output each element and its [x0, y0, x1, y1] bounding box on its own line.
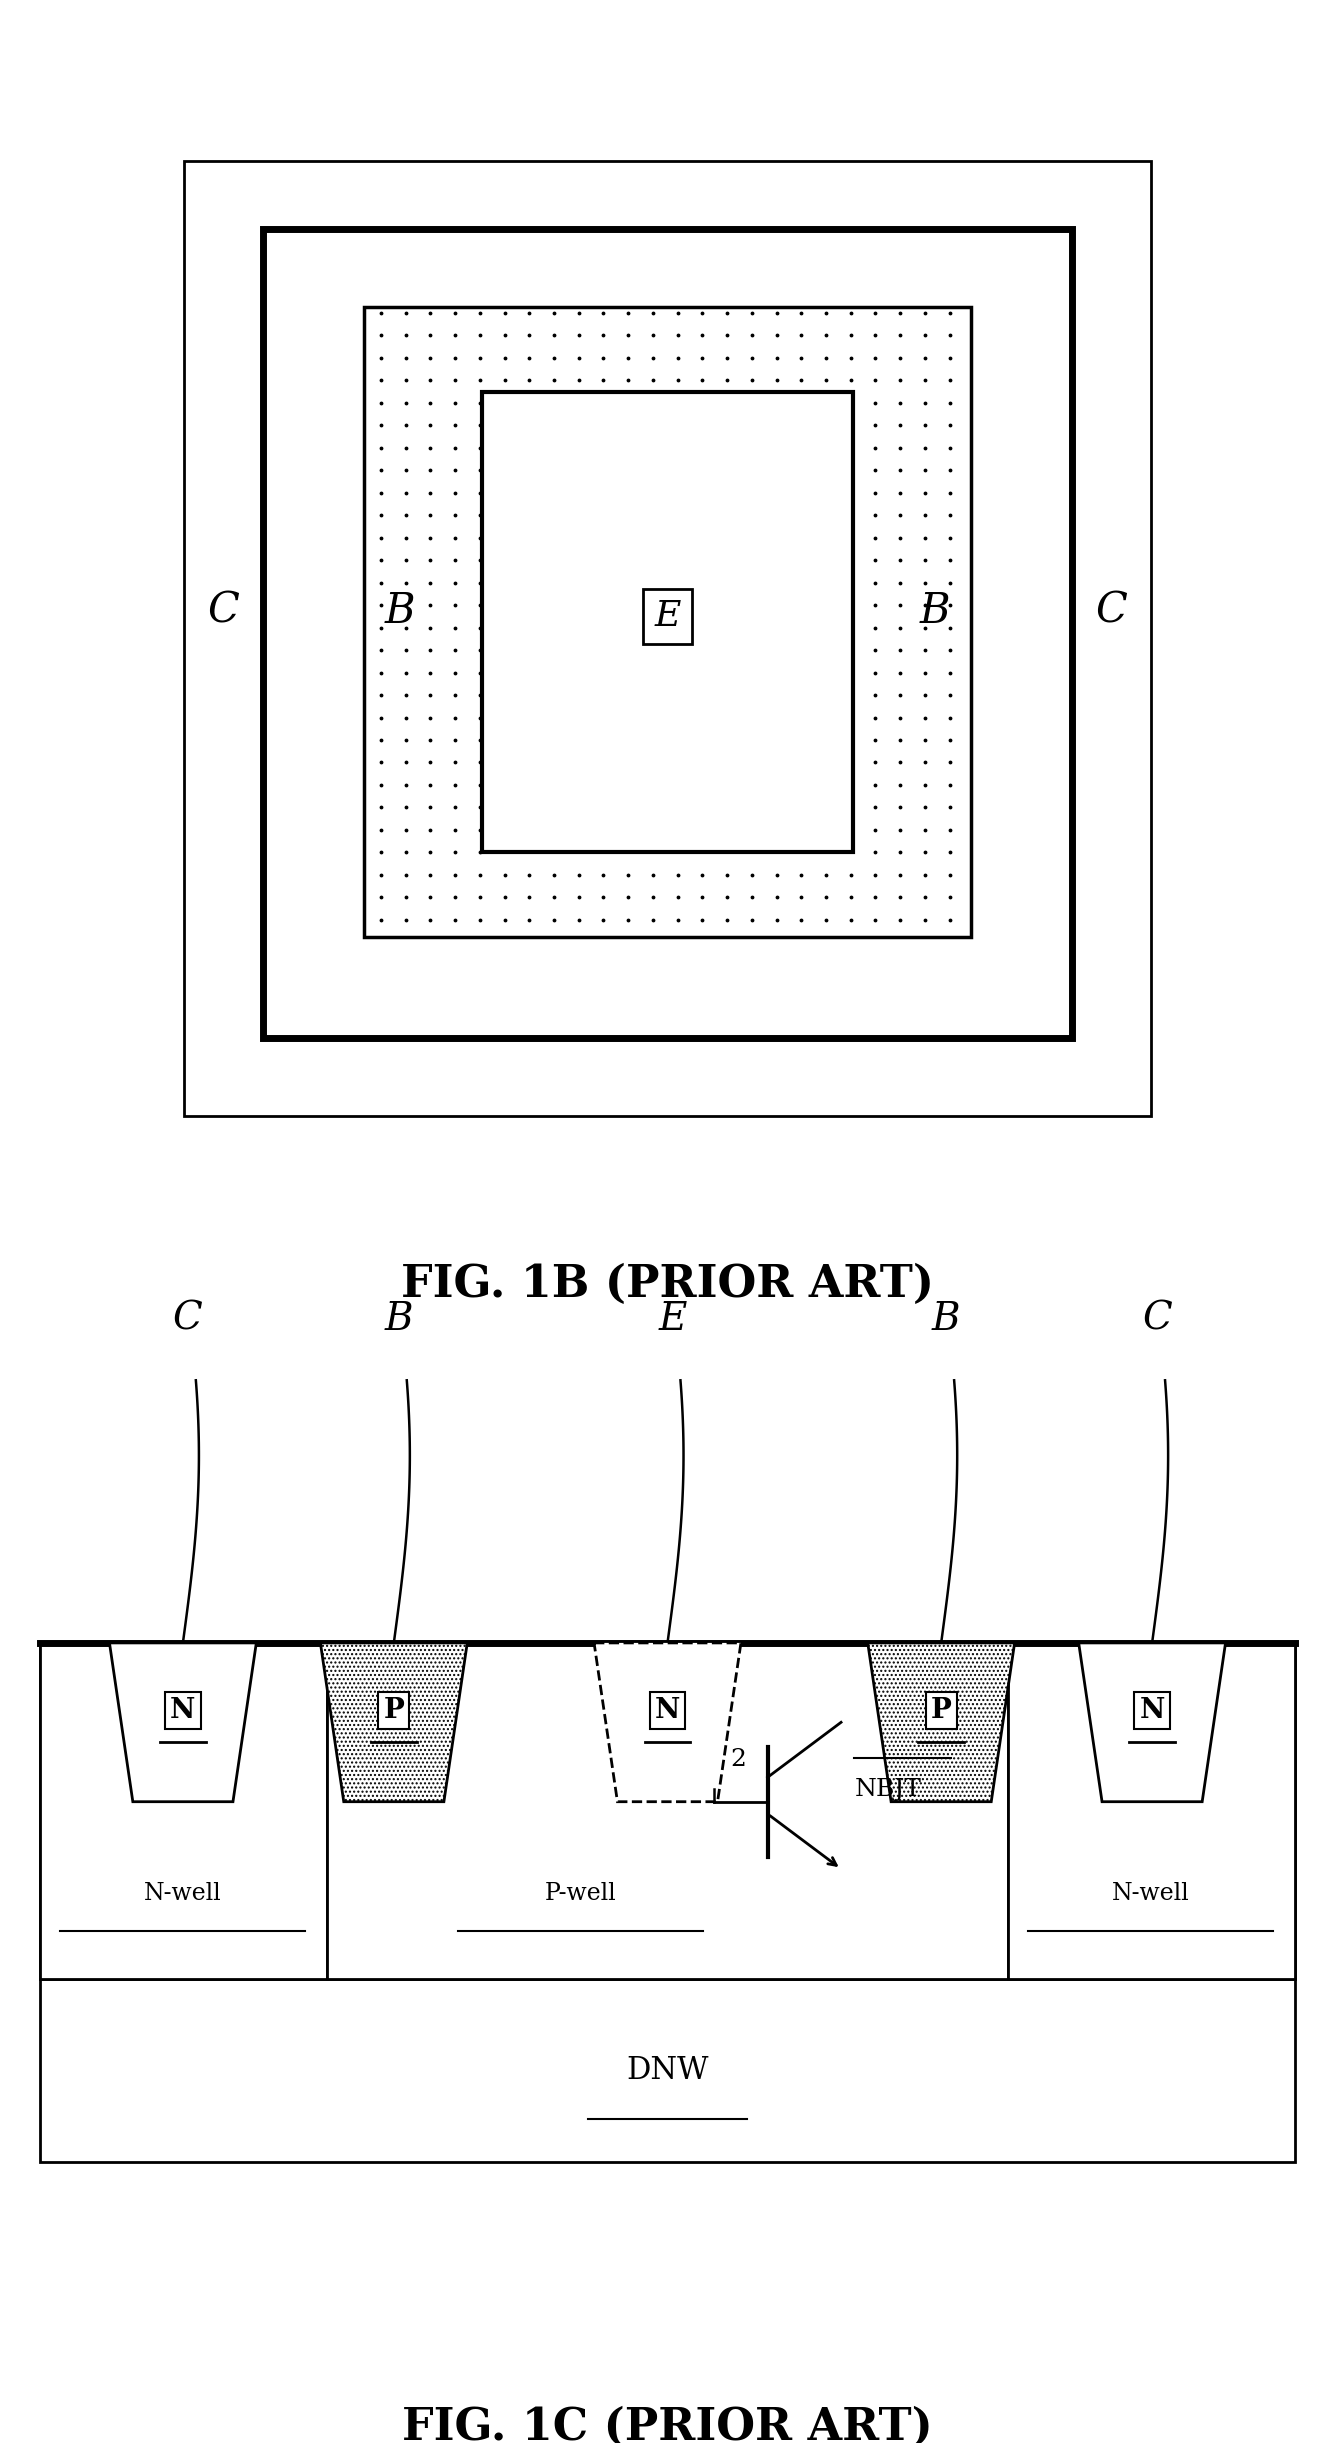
Bar — [40, 1979, 1295, 2162]
Text: P-well: P-well — [545, 1881, 617, 1906]
Text: P: P — [930, 1695, 952, 1725]
Polygon shape — [594, 1642, 741, 1803]
Text: C: C — [208, 589, 239, 633]
Text: N-well: N-well — [1112, 1881, 1189, 1906]
Text: N: N — [170, 1695, 196, 1725]
Bar — [184, 161, 1151, 1116]
Bar — [40, 1642, 1295, 1979]
Polygon shape — [109, 1642, 256, 1803]
Text: E: E — [654, 599, 681, 633]
Bar — [364, 308, 971, 936]
Text: B: B — [920, 589, 951, 633]
Bar — [327, 1642, 1008, 1979]
Polygon shape — [1079, 1642, 1226, 1803]
Text: FIG. 1B (PRIOR ART): FIG. 1B (PRIOR ART) — [400, 1263, 934, 1305]
Bar — [40, 1642, 327, 1979]
Text: B: B — [384, 589, 415, 633]
Text: DNW: DNW — [626, 2055, 709, 2086]
Polygon shape — [320, 1642, 467, 1803]
Text: N: N — [1139, 1695, 1165, 1725]
Text: C: C — [1141, 1300, 1172, 1336]
Text: B: B — [384, 1300, 413, 1336]
Bar — [482, 391, 853, 853]
Text: C: C — [172, 1300, 203, 1336]
Text: C: C — [1096, 589, 1127, 633]
Text: 2: 2 — [730, 1749, 746, 1771]
Polygon shape — [868, 1642, 1015, 1803]
Text: B: B — [932, 1300, 960, 1336]
Text: E: E — [658, 1300, 686, 1336]
Text: P: P — [383, 1695, 405, 1725]
Bar — [1008, 1642, 1295, 1979]
Text: N: N — [654, 1695, 681, 1725]
Bar — [263, 230, 1072, 1038]
Text: NBJT: NBJT — [854, 1779, 921, 1800]
Text: FIG. 1C (PRIOR ART): FIG. 1C (PRIOR ART) — [402, 2406, 933, 2443]
Text: N-well: N-well — [144, 1881, 222, 1906]
